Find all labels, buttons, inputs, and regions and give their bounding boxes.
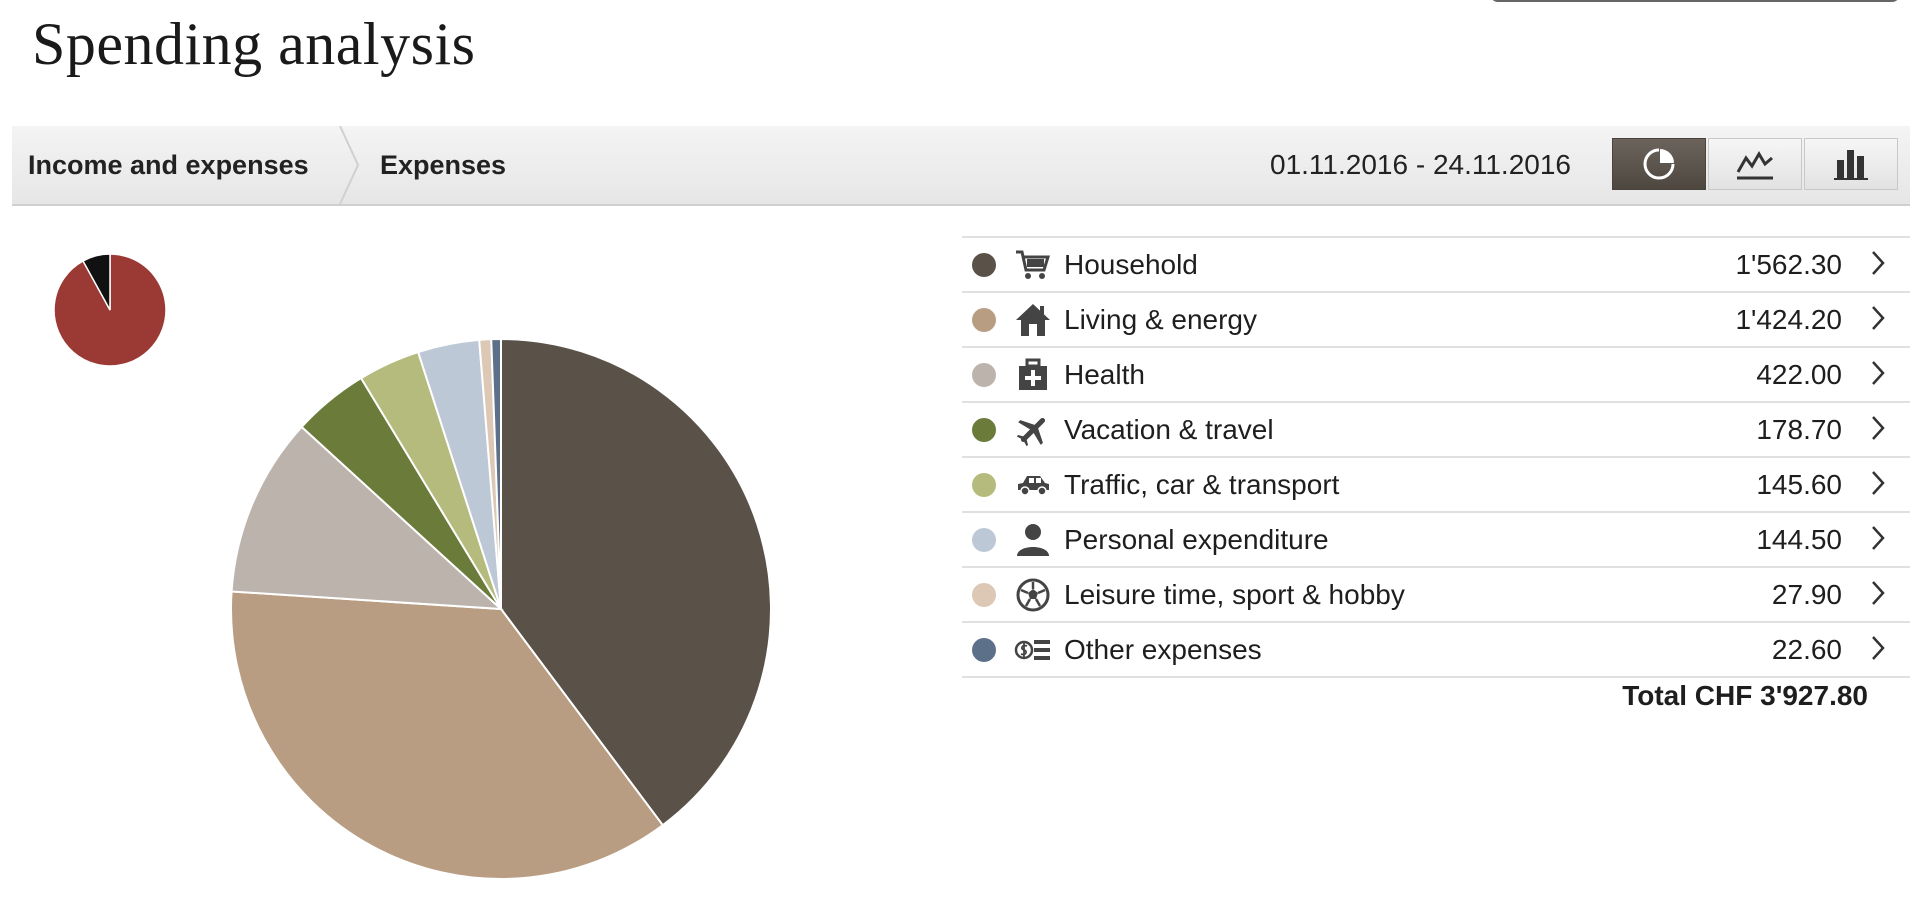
legend-label: Household [1064,249,1198,280]
airplane-icon [1014,412,1052,448]
money-icon [1014,632,1052,668]
pie-slice-other-expenses[interactable] [490,337,502,610]
car-icon [1014,467,1052,503]
pie-slice-household[interactable] [500,337,772,827]
summary-pie-chart [53,253,167,367]
breadcrumb-income-and-expenses[interactable]: Income and expenses [28,150,309,180]
pie-slice-living-energy[interactable] [230,590,665,880]
legend-color-dot [972,418,996,442]
legend-amount: 1'562.30 [1735,249,1842,280]
legend-row-vacation-travel[interactable]: Vacation & travel 178.70 [962,401,1910,456]
legend-row-living-energy[interactable]: Living & energy 1'424.20 [962,291,1910,346]
legend-color-dot [972,308,996,332]
expenses-pie-chart [230,337,772,880]
chevron-right-icon [1872,251,1885,275]
legend-amount: 422.00 [1756,359,1842,390]
legend-amount: 145.60 [1756,469,1842,500]
legend-color-dot [972,473,996,497]
bar-view-button[interactable] [1804,138,1898,190]
legend-row-health[interactable]: Health 422.00 [962,346,1910,401]
analysis-toolbar: Income and expenses Expenses 01.11.2016 … [12,126,1910,206]
expenses-legend: Household 1'562.30 Living & energy 1'424… [962,236,1910,678]
total-amount: Total CHF 3'927.80 [1622,680,1868,711]
top-search-field[interactable] [1490,0,1900,2]
pie-chart-icon [1643,148,1675,180]
chevron-right-icon [1872,306,1885,330]
legend-amount: 178.70 [1756,414,1842,445]
legend-row-personal-expenditure[interactable]: Personal expenditure 144.50 [962,511,1910,566]
first-aid-kit-icon [1014,357,1052,393]
legend-amount: 27.90 [1771,579,1842,610]
bar-chart-icon [1834,150,1868,180]
legend-label: Personal expenditure [1064,524,1329,555]
legend-color-dot [972,528,996,552]
legend-label: Living & energy [1064,304,1258,335]
legend-color-dot [972,638,996,662]
soccer-ball-icon [1014,577,1052,613]
legend-row-other-expenses[interactable]: Other expenses 22.60 [962,621,1910,678]
chevron-right-icon [1872,526,1885,550]
pie-slice-health[interactable] [230,425,504,611]
person-icon [1014,522,1052,558]
legend-row-leisure-sport-hobby[interactable]: Leisure time, sport & hobby 27.90 [962,566,1910,621]
pie-view-button[interactable] [1612,138,1706,190]
legend-label: Traffic, car & transport [1064,469,1340,500]
chevron-right-icon [1872,581,1885,605]
page-title: Spending analysis [32,11,476,77]
chevron-right-icon [1872,416,1885,440]
legend-amount: 1'424.20 [1735,304,1842,335]
legend-row-household[interactable]: Household 1'562.30 [962,236,1910,291]
line-chart-icon [1736,151,1773,180]
legend-label: Other expenses [1064,634,1262,665]
legend-label: Leisure time, sport & hobby [1064,579,1405,610]
legend-amount: 22.60 [1771,634,1842,665]
legend-color-dot [972,253,996,277]
legend-label: Vacation & travel [1064,414,1274,445]
shopping-cart-icon [1014,247,1052,283]
legend-color-dot [972,363,996,387]
legend-row-traffic-car-transport[interactable]: Traffic, car & transport 145.60 [962,456,1910,511]
summary-slice-other[interactable] [82,253,111,311]
legend-color-dot [972,583,996,607]
house-icon [1014,302,1052,338]
breadcrumb-separator [339,126,360,204]
legend-label: Health [1064,359,1145,390]
legend-amount: 144.50 [1756,524,1842,555]
date-range[interactable]: 01.11.2016 - 24.11.2016 [1270,149,1571,180]
chevron-right-icon [1872,636,1885,660]
line-view-button[interactable] [1708,138,1802,190]
chevron-right-icon [1872,471,1885,495]
breadcrumb-expenses[interactable]: Expenses [380,150,507,180]
chevron-right-icon [1872,361,1885,385]
